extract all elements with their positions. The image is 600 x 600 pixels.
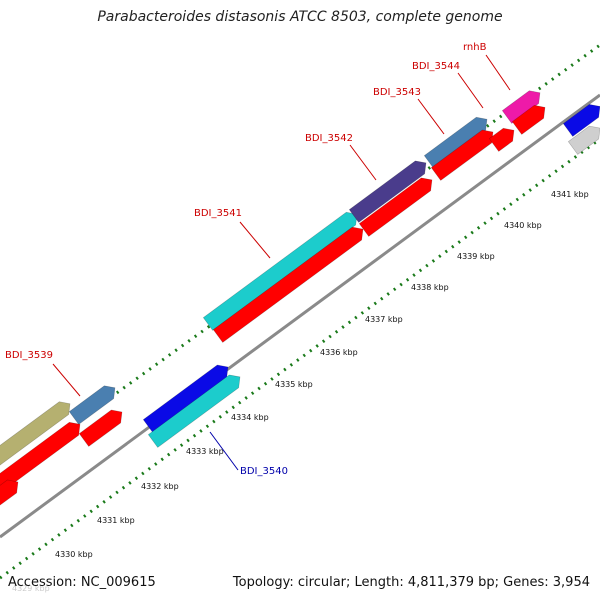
cds-left-edge[interactable] <box>0 479 19 516</box>
gene-label-bdi-3542[interactable]: BDI_3542 <box>305 133 353 144</box>
feature-bdi-3541[interactable] <box>202 211 358 331</box>
leader-bdi-3539 <box>52 363 81 397</box>
cds-rnhb[interactable] <box>511 104 546 135</box>
gene-label-bdi-3541[interactable]: BDI_3541 <box>194 208 242 219</box>
ruler-label-4332: 4332 kbp <box>141 482 179 491</box>
ruler-label-4340: 4340 kbp <box>504 221 542 230</box>
ruler-label-4334: 4334 kbp <box>231 413 269 422</box>
genome-backbone <box>0 93 600 539</box>
feature-bdi-3539[interactable] <box>68 385 116 425</box>
ruler-label-4341: 4341 kbp <box>551 190 589 199</box>
gene-label-bdi-3540[interactable]: BDI_3540 <box>240 466 288 477</box>
ruler-label-4335: 4335 kbp <box>275 380 313 389</box>
feature-bdi-3543[interactable] <box>423 116 488 169</box>
label-leaders <box>52 54 511 471</box>
ruler-label-4339: 4339 kbp <box>457 252 495 261</box>
gene-label-rnhb[interactable]: rnhB <box>463 42 487 53</box>
gene-label-bdi-3544[interactable]: BDI_3544 <box>412 61 460 72</box>
feature-track <box>0 90 600 516</box>
gene-label-bdi-3539[interactable]: BDI_3539 <box>5 350 53 361</box>
gene-label-bdi-3543[interactable]: BDI_3543 <box>373 87 421 98</box>
feature-bdi-3540-cds[interactable] <box>147 374 241 448</box>
feature-bdi-3542[interactable] <box>348 160 427 223</box>
leader-bdi-3541 <box>239 221 271 259</box>
ruler-label-4338: 4338 kbp <box>411 283 449 292</box>
feature-right-grey[interactable] <box>567 125 600 155</box>
feature-bdi-3540[interactable] <box>142 364 229 433</box>
lower-tick-ruler <box>0 137 600 580</box>
cds-bdi-3541[interactable] <box>212 226 364 343</box>
cds-bdi-3539[interactable] <box>78 409 123 447</box>
ruler-label-4336: 4336 kbp <box>320 348 358 357</box>
feature-rnhb[interactable] <box>501 90 541 124</box>
cds-bdi-3542[interactable] <box>358 177 433 237</box>
cds-bdi-3544[interactable] <box>488 127 515 152</box>
map-title: Parabacteroides distasonis ATCC 8503, co… <box>97 9 503 25</box>
ruler-label-4337: 4337 kbp <box>365 315 403 324</box>
genome-summary-text: Topology: circular; Length: 4,811,379 bp… <box>232 575 590 590</box>
leader-bdi-3544 <box>457 72 484 109</box>
ruler-label-4330: 4330 kbp <box>55 550 93 559</box>
leader-rnhb <box>485 54 511 91</box>
accession-text: Accession: NC_009615 <box>8 575 156 590</box>
leader-bdi-3542 <box>349 144 377 181</box>
cds-bdi-3538[interactable] <box>0 421 81 504</box>
feature-bdi-3538[interactable] <box>0 401 71 477</box>
leader-bdi-3540 <box>209 431 239 471</box>
ruler-label-4331: 4331 kbp <box>97 516 135 525</box>
leader-bdi-3543 <box>417 98 445 135</box>
ruler-label-4333: 4333 kbp <box>186 447 224 456</box>
feature-right-blue[interactable] <box>562 104 600 137</box>
ruler-label-faint: 4329 kbp <box>12 584 50 593</box>
